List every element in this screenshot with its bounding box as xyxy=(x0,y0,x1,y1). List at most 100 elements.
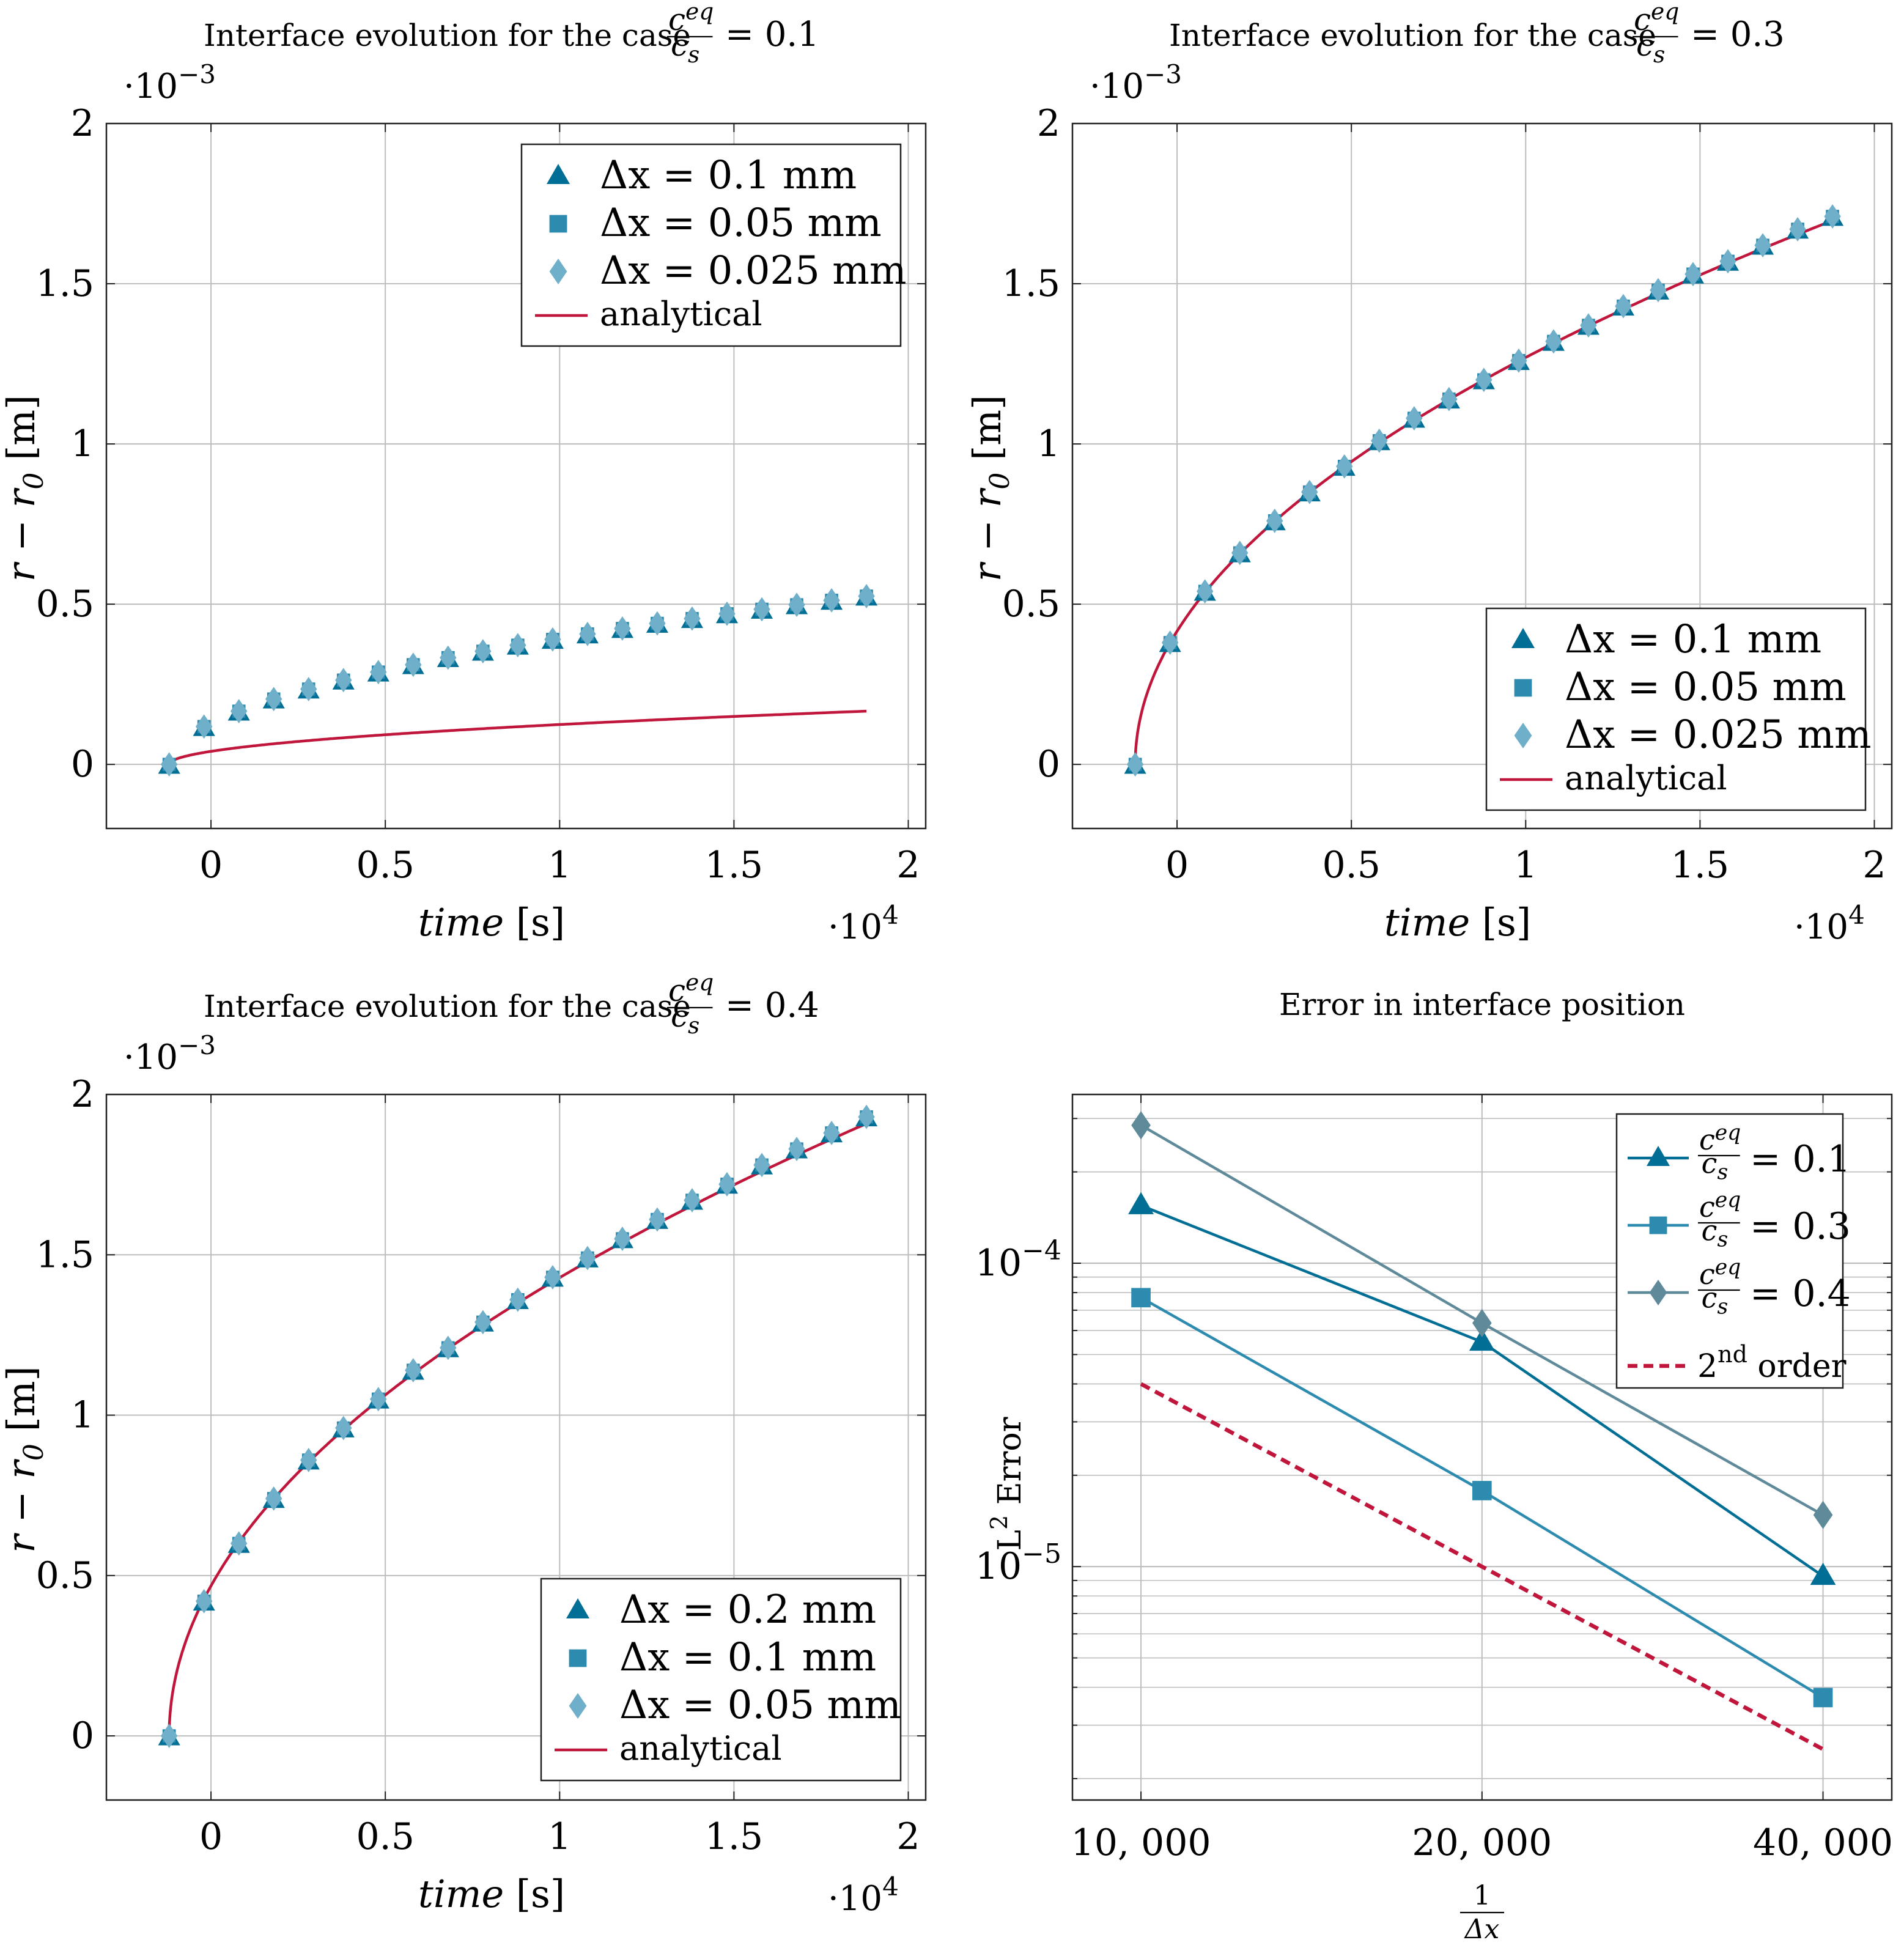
error-marker-series-3 xyxy=(1472,1308,1492,1337)
fraction-numerator: ceq xyxy=(1634,0,1679,37)
x-tick-label: 40, 000 xyxy=(1753,1821,1893,1864)
x-mult-exp: 4 xyxy=(882,1872,899,1902)
fraction-denominator: cs xyxy=(1702,1147,1728,1185)
y-mult-base: ·10 xyxy=(124,67,178,106)
error-marker-series-1 xyxy=(1810,1562,1836,1585)
error-marker-series-1 xyxy=(1128,1192,1154,1214)
frac-den-sub: s xyxy=(1717,1228,1728,1252)
legend-label-2: Δx = 0.05 mm xyxy=(1565,665,1847,710)
legend-label-analytical: analytical xyxy=(600,295,762,333)
x-label-main: time xyxy=(418,1872,504,1916)
x-tick-label: 2 xyxy=(1862,844,1886,887)
error-marker-series-2 xyxy=(1813,1688,1833,1708)
fraction-numerator: ceq xyxy=(1699,1188,1741,1223)
x-tick-label: 1 xyxy=(1514,844,1537,887)
x-tick-label: 1.5 xyxy=(705,844,763,887)
y-tick-label: 0 xyxy=(71,1714,94,1757)
fraction-numerator: ceq xyxy=(668,969,714,1009)
y-tick-label: 2 xyxy=(1037,102,1060,145)
x-multiplier: ·104 xyxy=(828,1872,899,1919)
frac-den-sub: s xyxy=(688,1012,699,1039)
legend-marker-1 xyxy=(547,164,570,184)
marker-series-3 xyxy=(335,668,352,693)
legend-box xyxy=(540,1577,902,1782)
y-label-unit: [m] xyxy=(0,395,43,473)
y-label-unit: [m] xyxy=(0,1366,43,1444)
frac-den-base: c xyxy=(1636,28,1653,63)
x-tick-label: 1.5 xyxy=(705,1815,763,1858)
legend-marker-2 xyxy=(569,1649,587,1667)
legend-label-analytical: analytical xyxy=(1565,759,1727,797)
marker-series-3 xyxy=(579,621,596,646)
marker-series-3 xyxy=(1719,249,1736,274)
chart-panel-4: Error in interface position 10, 000 20, 00… xyxy=(975,987,1893,1945)
marker-series-3 xyxy=(788,592,805,618)
marker-series-3 xyxy=(1475,367,1493,393)
y-mult-base: ·10 xyxy=(1090,67,1144,106)
chart-title-value: = 0.4 xyxy=(725,986,819,1025)
frac-den-base: c xyxy=(1702,1214,1718,1247)
legend-marker-1 xyxy=(1511,628,1535,648)
frac-num-sup: eq xyxy=(1651,0,1679,25)
error-marker-series-3 xyxy=(1131,1111,1151,1140)
y-mult-exp: −3 xyxy=(1144,59,1182,89)
x-label-unit: [s] xyxy=(504,900,565,945)
marker-series-3 xyxy=(440,1335,457,1360)
fraction-denominator: cs xyxy=(671,998,699,1039)
y-label-sub: 0 xyxy=(984,473,1016,490)
marker-series-3 xyxy=(440,645,457,670)
marker-series-3 xyxy=(1510,348,1527,373)
y-tick-label: 2 xyxy=(71,102,94,145)
title-text: Interface evolution for the case xyxy=(1169,18,1656,53)
x-multiplier: ·104 xyxy=(828,900,899,947)
y-tick-exp: −5 xyxy=(1022,1538,1061,1570)
legend-value: = 0.1 xyxy=(1750,1138,1851,1181)
fraction-numerator: ceq xyxy=(668,0,714,37)
frac-den-sub: s xyxy=(1717,1295,1728,1319)
legend-label-3: = 0.4 xyxy=(1750,1272,1851,1315)
x-tick-label: 0.5 xyxy=(356,844,414,887)
x-tick-label: 0 xyxy=(1165,844,1189,887)
marker-series-3 xyxy=(335,1415,352,1441)
marker-series-3 xyxy=(684,606,701,631)
marker-series-3 xyxy=(649,611,666,636)
y-mult-base: ·10 xyxy=(124,1038,178,1077)
legend-marker-3 xyxy=(1649,1280,1667,1305)
marker-series-3 xyxy=(195,1588,213,1614)
y-axis-label: r − r0 [m] xyxy=(965,395,1016,582)
legend-label-2: Δx = 0.05 mm xyxy=(600,201,882,246)
error-marker-series-1 xyxy=(1469,1328,1495,1351)
y-multiplier: ·10−3 xyxy=(124,59,216,106)
y-tick-label: 1.5 xyxy=(1002,262,1060,305)
marker-series-3 xyxy=(370,660,387,685)
analytical-curve xyxy=(168,709,867,765)
marker-series-3 xyxy=(1371,428,1388,453)
y-multiplier: ·10−3 xyxy=(124,1030,216,1077)
x-mult-base: ·10 xyxy=(828,907,882,947)
frac-den-base: c xyxy=(1702,1282,1718,1315)
legend-order-num: 2 xyxy=(1697,1348,1718,1385)
y-tick-label: 1.5 xyxy=(36,1233,94,1276)
title-value: = 0.1 xyxy=(725,15,819,54)
marker-series-3 xyxy=(823,588,840,613)
marker-series-3 xyxy=(405,652,422,677)
frac-num-sup: eq xyxy=(685,0,714,25)
frac-den-sub: s xyxy=(1653,41,1665,68)
chart-title-value: = 0.1 xyxy=(725,15,819,54)
marker-series-3 xyxy=(823,1120,840,1145)
x-tick-label: 1 xyxy=(548,844,571,887)
marker-series-3 xyxy=(474,639,492,664)
y-tick-exp: −4 xyxy=(1022,1235,1061,1266)
legend-marker-2 xyxy=(1649,1216,1667,1234)
x-tick-label: 0.5 xyxy=(1322,844,1380,887)
legend-label-3: Δx = 0.025 mm xyxy=(600,248,907,293)
y-label-rest: Error xyxy=(992,1417,1028,1515)
y-tick-label: 10−5 xyxy=(975,1538,1061,1588)
plot-frame xyxy=(105,122,927,830)
y-axis-label: r − r0 [m] xyxy=(0,1366,50,1553)
legend-label-2: Δx = 0.1 mm xyxy=(619,1635,876,1680)
legend-marker-1 xyxy=(566,1598,589,1618)
